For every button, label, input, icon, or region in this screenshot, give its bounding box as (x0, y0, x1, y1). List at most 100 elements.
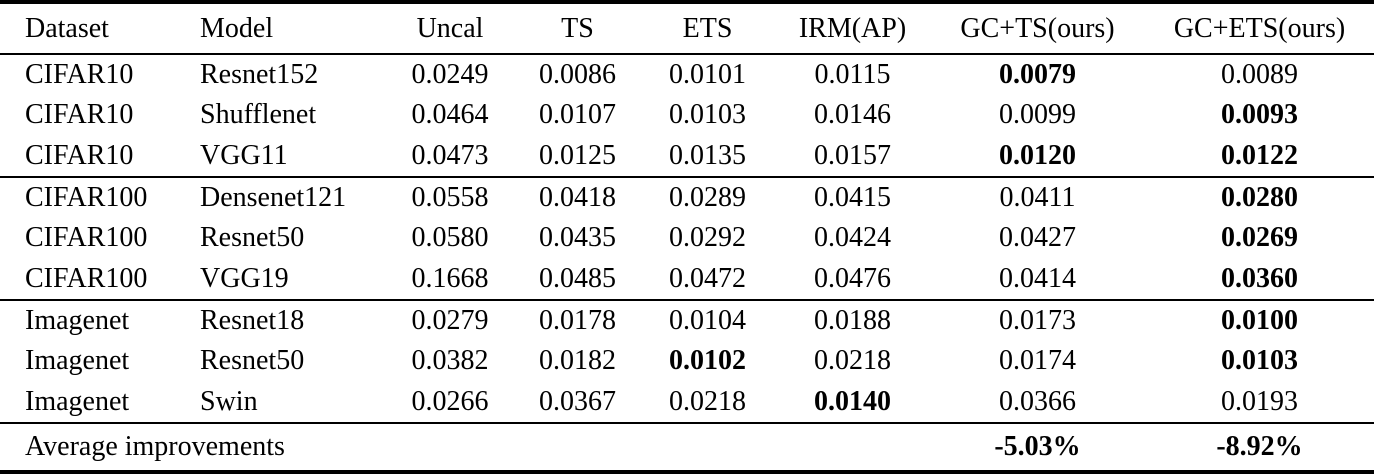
table-row: CIFAR10 VGG11 0.0473 0.0125 0.0135 0.015… (0, 136, 1374, 177)
cell-irm-ap: 0.0218 (814, 345, 891, 377)
cell-ets: 0.0472 (669, 262, 746, 294)
cell-ets: 0.0218 (669, 385, 746, 417)
footer-label: Average improvements (25, 430, 285, 462)
cell-dataset: Imagenet (25, 345, 130, 377)
cell-model: Resnet18 (200, 304, 305, 336)
cell-dataset: CIFAR10 (25, 58, 134, 90)
col-header-irm-ap: IRM(AP) (775, 2, 930, 55)
cell-dataset: Imagenet (25, 385, 130, 417)
group-cifar10: CIFAR10 Resnet152 0.0249 0.0086 0.0101 0… (0, 54, 1374, 177)
table-row: Imagenet Swin 0.0266 0.0367 0.0218 0.014… (0, 382, 1374, 423)
cell-gc-ets: 0.0093 (1221, 99, 1298, 131)
cell-dataset: Imagenet (25, 304, 130, 336)
footer-gc-ets-improvement: -8.92% (1216, 430, 1303, 462)
footer-gc-ts-improvement: -5.03% (994, 430, 1081, 462)
cell-uncal: 0.0266 (411, 385, 489, 417)
cell-gc-ets: 0.0100 (1221, 304, 1298, 336)
cell-model: VGG11 (200, 139, 288, 171)
cell-ets: 0.0135 (669, 139, 746, 171)
cell-uncal: 0.0464 (411, 99, 489, 131)
cell-gc-ts: 0.0079 (999, 58, 1076, 90)
cell-uncal: 0.0580 (411, 222, 489, 254)
group-imagenet: Imagenet Resnet18 0.0279 0.0178 0.0104 0… (0, 300, 1374, 423)
cell-gc-ts: 0.0099 (999, 99, 1076, 131)
cell-irm-ap: 0.0415 (814, 181, 891, 213)
cell-uncal: 0.1668 (411, 262, 489, 294)
cell-ts: 0.0418 (539, 181, 616, 213)
cell-dataset: CIFAR10 (25, 139, 134, 171)
cell-dataset: CIFAR100 (25, 222, 148, 254)
cell-model: Shufflenet (200, 99, 317, 131)
cell-gc-ts: 0.0366 (999, 385, 1076, 417)
cell-gc-ts: 0.0414 (999, 262, 1076, 294)
cell-uncal: 0.0279 (411, 304, 489, 336)
table-row: CIFAR10 Resnet152 0.0249 0.0086 0.0101 0… (0, 54, 1374, 95)
cell-ets: 0.0102 (669, 345, 746, 377)
header-row: Dataset Model Uncal TS ETS IRM(AP) GC+TS… (0, 2, 1374, 55)
cell-irm-ap: 0.0476 (814, 262, 891, 294)
table-row: CIFAR10 Shufflenet 0.0464 0.0107 0.0103 … (0, 95, 1374, 136)
cell-irm-ap: 0.0115 (814, 58, 891, 90)
cell-model: VGG19 (200, 262, 289, 294)
cell-ts: 0.0435 (539, 222, 616, 254)
col-header-gc-ts: GC+TS(ours) (930, 2, 1145, 55)
col-header-dataset: Dataset (0, 2, 185, 55)
cell-gc-ts: 0.0174 (999, 345, 1076, 377)
col-header-gc-ets: GC+ETS(ours) (1145, 2, 1374, 55)
cell-ts: 0.0178 (539, 304, 616, 336)
cell-gc-ets: 0.0280 (1221, 181, 1298, 213)
cell-model: Swin (200, 385, 258, 417)
cell-irm-ap: 0.0188 (814, 304, 891, 336)
cell-gc-ets: 0.0089 (1221, 58, 1298, 90)
table-row: Imagenet Resnet18 0.0279 0.0178 0.0104 0… (0, 300, 1374, 341)
cell-irm-ap: 0.0146 (814, 99, 891, 131)
col-header-ets: ETS (640, 2, 775, 55)
cell-gc-ts: 0.0120 (999, 139, 1076, 171)
cell-gc-ts: 0.0427 (999, 222, 1076, 254)
cell-model: Resnet50 (200, 345, 305, 377)
cell-gc-ts: 0.0411 (999, 181, 1076, 213)
cell-model: Densenet121 (200, 181, 347, 213)
table-header: Dataset Model Uncal TS ETS IRM(AP) GC+TS… (0, 2, 1374, 55)
table-row: Imagenet Resnet50 0.0382 0.0182 0.0102 0… (0, 341, 1374, 382)
cell-model: Resnet50 (200, 222, 305, 254)
cell-gc-ts: 0.0173 (999, 304, 1076, 336)
cell-gc-ets: 0.0122 (1221, 139, 1298, 171)
cell-gc-ets: 0.0193 (1221, 385, 1298, 417)
table-footer: Average improvements -5.03% -8.92% (0, 423, 1374, 472)
cell-uncal: 0.0249 (411, 58, 489, 90)
cell-ts: 0.0107 (539, 99, 616, 131)
col-header-uncal: Uncal (385, 2, 515, 55)
cell-ets: 0.0101 (669, 58, 746, 90)
table-row: CIFAR100 VGG19 0.1668 0.0485 0.0472 0.04… (0, 259, 1374, 300)
cell-uncal: 0.0382 (411, 345, 489, 377)
cell-ts: 0.0182 (539, 345, 616, 377)
cell-gc-ets: 0.0269 (1221, 222, 1298, 254)
table-row: CIFAR100 Resnet50 0.0580 0.0435 0.0292 0… (0, 218, 1374, 259)
cell-gc-ets: 0.0103 (1221, 345, 1298, 377)
cell-ets: 0.0103 (669, 99, 746, 131)
cell-ets: 0.0104 (669, 304, 746, 336)
cell-ts: 0.0125 (539, 139, 616, 171)
cell-uncal: 0.0558 (411, 181, 489, 213)
cell-ts: 0.0086 (539, 58, 616, 90)
cell-ts: 0.0367 (539, 385, 616, 417)
cell-model: Resnet152 (200, 58, 319, 90)
group-cifar100: CIFAR100 Densenet121 0.0558 0.0418 0.028… (0, 177, 1374, 300)
cell-ts: 0.0485 (539, 262, 616, 294)
cell-ets: 0.0289 (669, 181, 746, 213)
cell-uncal: 0.0473 (411, 139, 489, 171)
cell-dataset: CIFAR10 (25, 99, 134, 131)
col-header-ts: TS (515, 2, 640, 55)
cell-irm-ap: 0.0140 (814, 385, 891, 417)
cell-dataset: CIFAR100 (25, 262, 148, 294)
footer-row: Average improvements -5.03% -8.92% (0, 423, 1374, 472)
cell-dataset: CIFAR100 (25, 181, 148, 213)
cell-ets: 0.0292 (669, 222, 746, 254)
table-row: CIFAR100 Densenet121 0.0558 0.0418 0.028… (0, 177, 1374, 218)
cell-irm-ap: 0.0424 (814, 222, 891, 254)
col-header-model: Model (185, 2, 385, 55)
cell-irm-ap: 0.0157 (814, 139, 891, 171)
